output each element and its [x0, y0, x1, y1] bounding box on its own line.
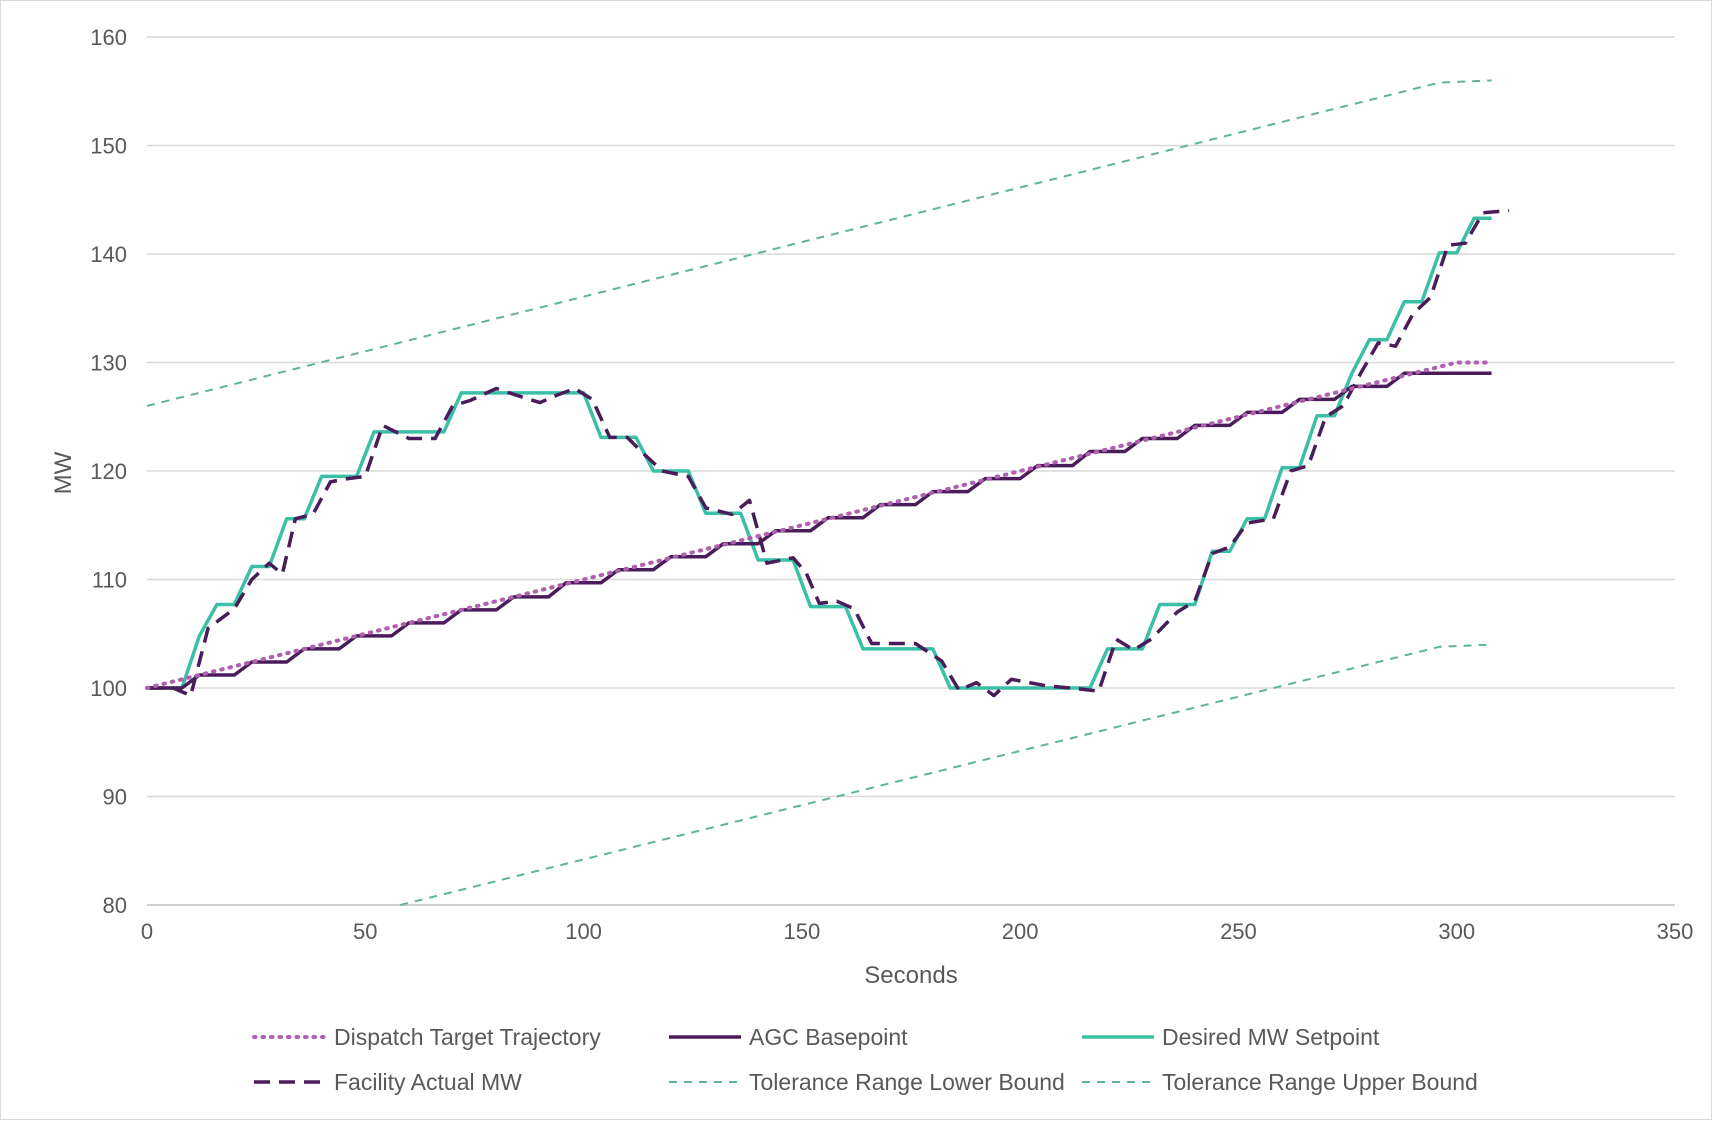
- series-lines: [145, 79, 1510, 906]
- x-tick-label-50: 50: [353, 919, 377, 944]
- x-tick-label-300: 300: [1438, 919, 1475, 944]
- y-tick-label-100: 100: [90, 676, 127, 701]
- series-line-facility-actual-mw: [147, 208, 1510, 698]
- legend-item-facility-actual-mw: Facility Actual MW: [254, 1069, 522, 1095]
- legend-label-tolerance-range-lower-bound: Tolerance Range Lower Bound: [749, 1069, 1065, 1095]
- x-tick-label-250: 250: [1220, 919, 1257, 944]
- series-line-agc-basepoint: [147, 371, 1492, 690]
- legend-item-agc-basepoint: AGC Basepoint: [669, 1024, 908, 1050]
- series-line-desired-mw-setpoint: [147, 216, 1492, 690]
- y-tick-label-140: 140: [90, 242, 127, 267]
- legend-label-dispatch-target-trajectory: Dispatch Target Trajectory: [334, 1024, 601, 1050]
- gridlines: [147, 36, 1675, 906]
- series-line-tolerance-range-lower-bound: [399, 643, 1492, 906]
- x-axis-title: Seconds: [864, 962, 957, 989]
- series-line-tolerance-range-upper-bound: [146, 79, 1492, 407]
- legend-item-tolerance-range-lower-bound: Tolerance Range Lower Bound: [669, 1069, 1065, 1095]
- y-tick-label-120: 120: [90, 459, 127, 484]
- legend-item-tolerance-range-upper-bound: Tolerance Range Upper Bound: [1082, 1069, 1478, 1095]
- y-tick-label-150: 150: [90, 134, 127, 159]
- y-tick-label-160: 160: [90, 25, 127, 50]
- x-tick-label-0: 0: [141, 919, 153, 944]
- y-tick-label-90: 90: [103, 785, 127, 810]
- y-tick-label-80: 80: [103, 893, 127, 918]
- series-line-dispatch-target-trajectory: [145, 360, 1494, 690]
- legend-item-desired-mw-setpoint: Desired MW Setpoint: [1082, 1024, 1380, 1050]
- legend-label-facility-actual-mw: Facility Actual MW: [334, 1069, 522, 1095]
- legend-item-dispatch-target-trajectory: Dispatch Target Trajectory: [252, 1024, 601, 1050]
- legend-label-tolerance-range-upper-bound: Tolerance Range Upper Bound: [1162, 1069, 1478, 1095]
- legend-label-desired-mw-setpoint: Desired MW Setpoint: [1162, 1024, 1380, 1050]
- y-axis-ticks: 80 90 100 110 120 130 140 150 160: [90, 25, 127, 918]
- y-tick-label-110: 110: [92, 568, 127, 593]
- x-tick-label-350: 350: [1657, 919, 1694, 944]
- x-tick-label-150: 150: [783, 919, 820, 944]
- y-axis-title: MW: [50, 451, 77, 494]
- x-tick-label-100: 100: [565, 919, 602, 944]
- y-tick-label-130: 130: [90, 351, 127, 376]
- legend: Dispatch Target Trajectory AGC Basepoint D…: [252, 1024, 1478, 1095]
- x-axis-ticks: 0 50 100 150 200 250 300 350: [141, 919, 1693, 944]
- x-tick-label-200: 200: [1002, 919, 1039, 944]
- legend-label-agc-basepoint: AGC Basepoint: [749, 1024, 908, 1050]
